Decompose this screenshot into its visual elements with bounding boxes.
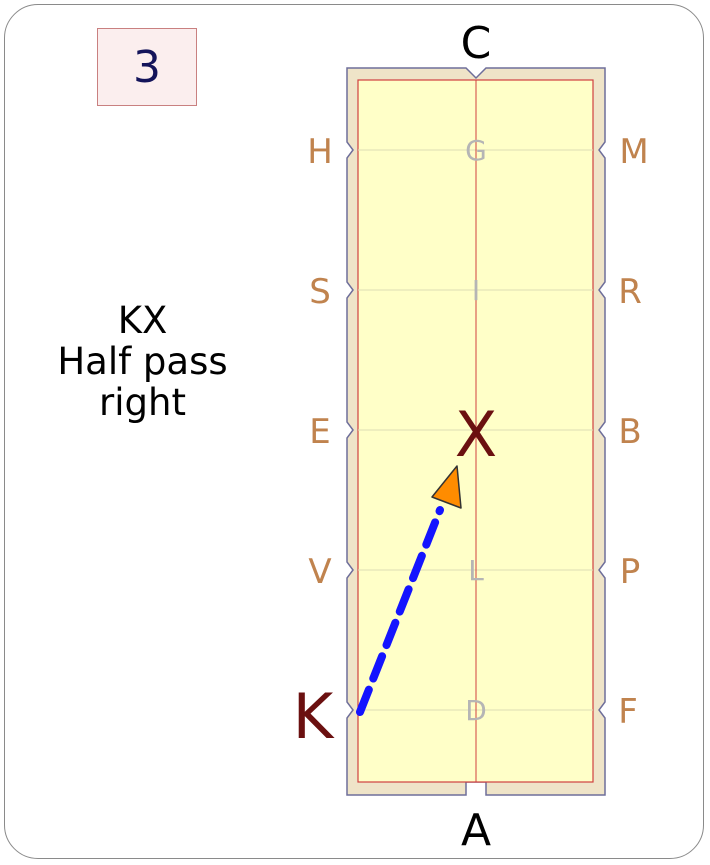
letter-m: M <box>619 132 648 172</box>
letter-r: R <box>618 272 642 312</box>
letter-l: L <box>468 554 484 587</box>
letter-b: B <box>618 412 641 452</box>
movement-line-3: right <box>99 381 186 424</box>
movement-description: KX Half pass right <box>20 300 265 423</box>
letter-s: S <box>309 272 331 312</box>
letter-p: P <box>620 552 641 592</box>
letter-h: H <box>307 132 333 172</box>
letter-i: I <box>472 274 480 307</box>
letter-x: X <box>455 398 497 471</box>
direction-arrow <box>431 465 462 509</box>
step-number: 3 <box>133 41 161 93</box>
letter-d: D <box>465 694 487 727</box>
letter-f: F <box>618 692 638 732</box>
step-number-box: 3 <box>97 28 197 106</box>
letter-g: G <box>465 134 487 167</box>
letter-v: V <box>308 552 331 592</box>
letter-c: C <box>461 18 492 69</box>
movement-line-1: KX <box>117 299 168 342</box>
letter-k: K <box>293 680 335 753</box>
letter-a: A <box>461 805 491 856</box>
movement-line-2: Half pass <box>57 340 228 383</box>
letter-e: E <box>309 412 330 452</box>
half-pass-path <box>356 506 444 716</box>
